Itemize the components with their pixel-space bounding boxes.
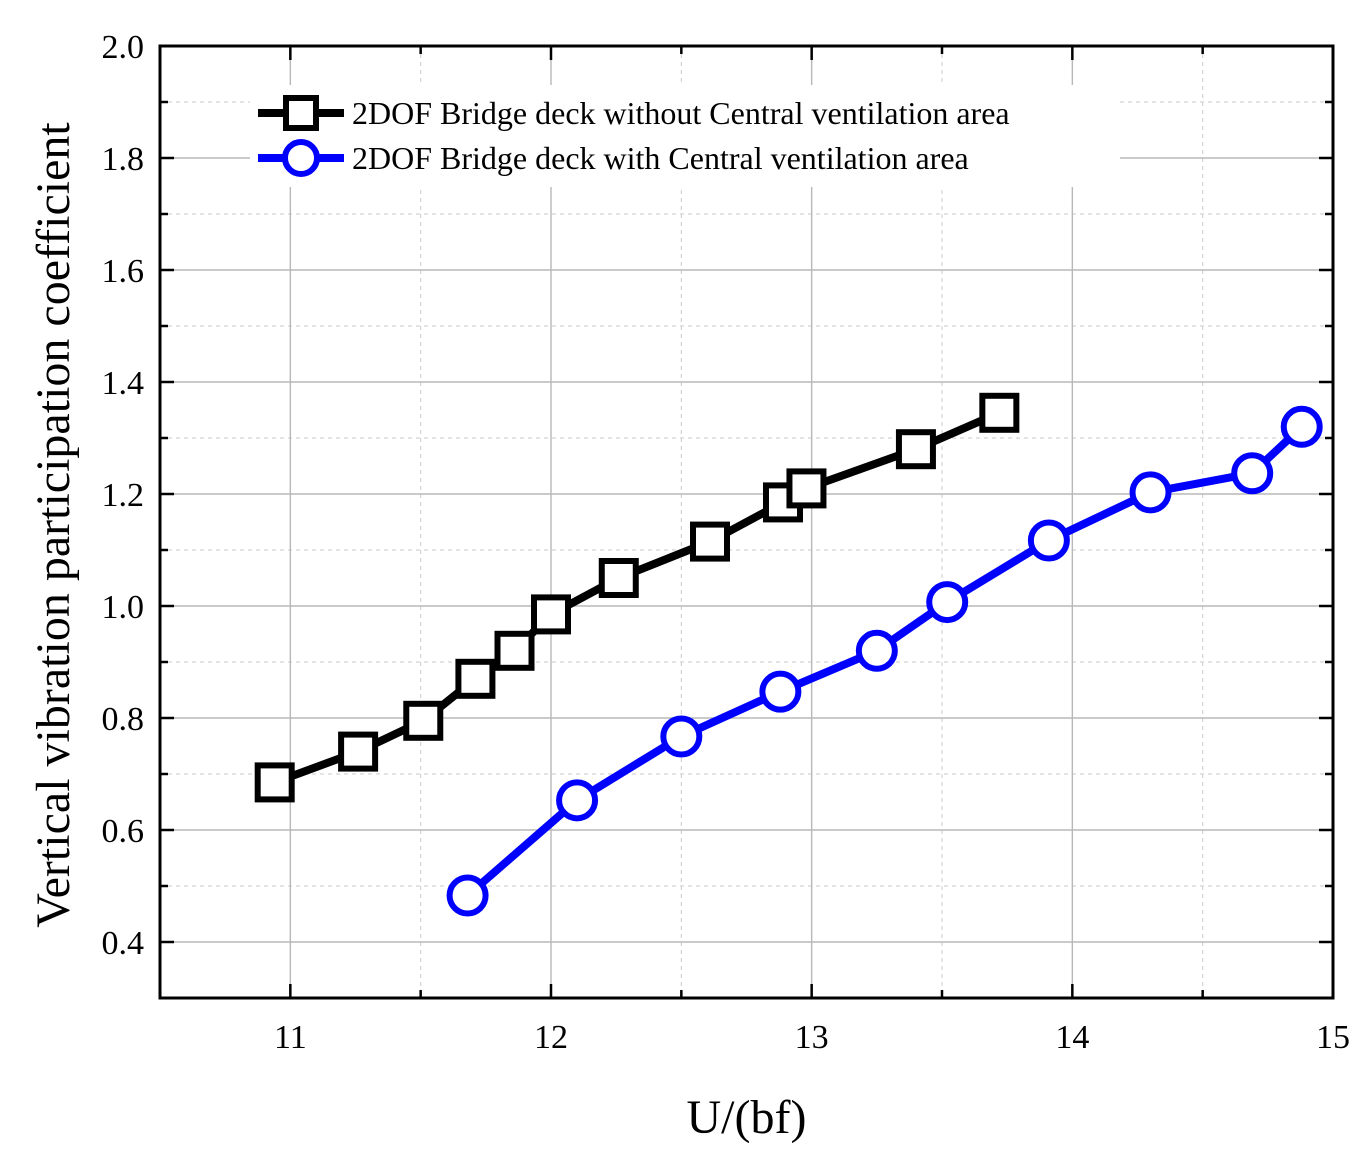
data-point-circle <box>855 629 898 672</box>
x-tick-label: 13 <box>795 1019 829 1056</box>
legend-entry-2: 2DOF Bridge deck with Central ventilatio… <box>258 139 969 177</box>
data-point-square <box>338 731 379 772</box>
data-point-square <box>786 468 827 509</box>
y-tick-label: 1.6 <box>102 253 145 290</box>
axis-ticks: 11 12 13 14 15 0.4 0.6 0.8 1.0 1.2 1.4 1.6 1.8 2.0 <box>102 29 1351 1056</box>
data-point-circle <box>1280 405 1323 448</box>
y-axis-title: Vertical vibration participation coeffic… <box>27 122 80 928</box>
data-point-square <box>979 392 1020 433</box>
series-layer <box>254 392 1323 917</box>
y-tick-label: 0.6 <box>102 813 145 850</box>
data-point-circle <box>759 670 802 713</box>
x-tick-label: 11 <box>274 1019 307 1056</box>
data-point-circle <box>660 715 703 758</box>
plot-frame <box>158 44 1335 1000</box>
legend-entry-1: 2DOF Bridge deck without Central ventila… <box>258 95 1010 131</box>
data-point-circle <box>1027 519 1070 562</box>
y-tick-label: 1.2 <box>102 477 145 514</box>
y-tick-label: 2.0 <box>102 29 145 66</box>
x-axis-title: U/(bf) <box>687 1091 807 1144</box>
legend-label: 2DOF Bridge deck without Central ventila… <box>352 95 1010 131</box>
legend-label: 2DOF Bridge deck with Central ventilatio… <box>352 140 969 176</box>
data-point-circle <box>926 581 969 624</box>
data-point-square <box>531 594 571 635</box>
series-line <box>464 423 1305 899</box>
legend: 2DOF Bridge deck without Central ventila… <box>250 85 1120 187</box>
y-tick-label: 1.4 <box>102 365 145 402</box>
series-2 <box>446 405 1323 917</box>
data-point-circle <box>1129 471 1172 514</box>
data-point-square <box>494 630 535 671</box>
y-tick-label: 1.8 <box>102 141 145 178</box>
y-tick-label: 1.0 <box>102 589 145 626</box>
series-1 <box>254 392 1020 803</box>
data-point-circle <box>1231 452 1274 495</box>
x-tick-label: 15 <box>1316 1019 1350 1056</box>
legend-marker-square <box>283 95 319 131</box>
data-point-square <box>254 762 295 803</box>
data-point-square <box>455 658 496 699</box>
y-tick-label: 0.8 <box>102 701 145 738</box>
x-tick-label: 12 <box>534 1019 568 1056</box>
data-point-square <box>403 700 444 741</box>
data-point-square <box>690 521 731 562</box>
data-point-square <box>598 558 639 598</box>
y-tick-label: 0.4 <box>102 925 145 962</box>
data-point-circle <box>446 874 489 917</box>
data-point-circle <box>556 779 599 822</box>
legend-background <box>250 85 1120 187</box>
x-tick-label: 14 <box>1055 1019 1089 1056</box>
data-point-square <box>895 429 936 470</box>
legend-marker-circle <box>282 139 320 177</box>
